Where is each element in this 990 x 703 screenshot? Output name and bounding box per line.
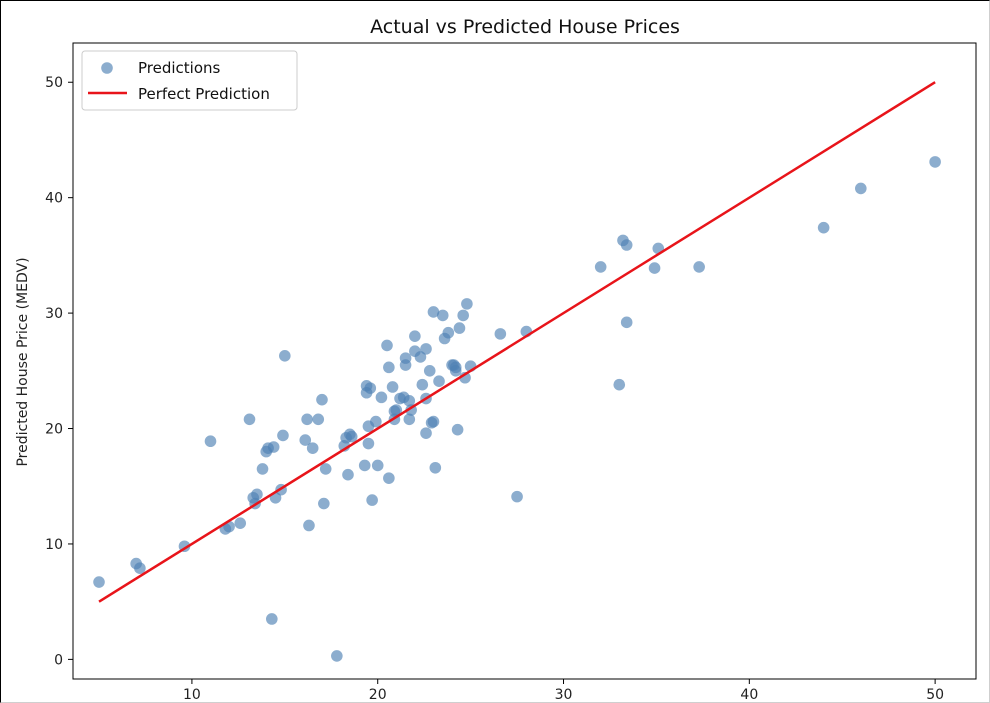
y-tick-label: 10	[45, 537, 63, 553]
y-tick-label: 0	[54, 652, 63, 668]
perfect-prediction-line	[98, 81, 936, 603]
prediction-point	[461, 298, 473, 310]
prediction-point	[414, 351, 427, 363]
prediction-point	[306, 442, 319, 454]
prediction-point	[277, 429, 289, 442]
x-tick-label: 50	[926, 687, 944, 703]
y-tick-label: 50	[45, 75, 63, 91]
y-tick-label: 30	[45, 306, 63, 322]
prediction-point	[494, 328, 507, 340]
prediction-point	[342, 468, 354, 481]
prediction-point	[442, 326, 455, 339]
prediction-point	[613, 378, 626, 391]
prediction-point	[427, 415, 440, 428]
prediction-point	[390, 404, 403, 416]
prediction-point	[399, 352, 412, 364]
prediction-point	[620, 316, 633, 329]
prediction-point	[403, 413, 416, 426]
prediction-point	[370, 415, 382, 428]
prediction-point	[375, 391, 388, 404]
prediction-point	[420, 427, 432, 439]
prediction-point	[279, 350, 291, 362]
prediction-point	[449, 365, 462, 377]
prediction-point	[457, 309, 469, 322]
prediction-point	[358, 459, 371, 472]
prediction-point	[319, 463, 332, 475]
x-tick-label: 30	[555, 687, 573, 703]
y-axis-label: Predicted House Price (MEDV)	[15, 257, 31, 466]
prediction-point	[318, 497, 330, 510]
legend-label-perfect-prediction: Perfect Prediction	[138, 85, 270, 103]
prediction-point	[303, 519, 315, 532]
prediction-point	[256, 463, 269, 475]
prediction-point	[93, 576, 105, 588]
prediction-point	[436, 309, 449, 322]
legend-label-predictions: Predictions	[138, 59, 221, 77]
x-tick-label: 40	[740, 687, 758, 703]
prediction-point	[386, 381, 399, 393]
y-axis-ticks: 0 10 20 30 40 50	[45, 75, 73, 668]
prediction-point	[299, 434, 312, 446]
prediction-point	[429, 461, 442, 474]
prediction-point	[427, 306, 440, 318]
prediction-point	[403, 395, 416, 407]
prediction-point	[366, 494, 378, 506]
prediction-point	[316, 393, 328, 406]
prediction-point	[243, 413, 256, 426]
prediction-point	[331, 650, 343, 662]
prediction-point	[594, 261, 607, 273]
prediction-point	[312, 413, 325, 426]
legend: Predictions Perfect Prediction	[81, 50, 298, 111]
prediction-point	[433, 375, 445, 387]
plot-area	[72, 42, 977, 680]
prediction-point	[423, 365, 436, 377]
prediction-point	[345, 430, 358, 443]
prediction-point	[381, 339, 393, 352]
prediction-point	[929, 156, 941, 168]
legend-box	[81, 50, 298, 111]
prediction-point	[416, 378, 429, 391]
legend-marker-predictions	[101, 62, 113, 74]
y-tick-label: 40	[45, 191, 63, 207]
prediction-point	[364, 382, 377, 394]
prediction-point	[693, 261, 705, 273]
prediction-point	[267, 441, 280, 453]
prediction-point	[511, 490, 523, 503]
prediction-point	[134, 562, 146, 574]
prediction-point	[301, 413, 313, 426]
perfect-prediction-line-layer	[98, 81, 936, 603]
prediction-point	[383, 361, 395, 374]
x-tick-label: 20	[369, 687, 387, 703]
prediction-point	[383, 472, 395, 484]
prediction-point	[451, 423, 464, 436]
prediction-point	[204, 435, 217, 448]
prediction-point	[817, 221, 830, 234]
prediction-point	[855, 182, 867, 195]
prediction-point	[648, 262, 661, 274]
prediction-point	[251, 488, 263, 501]
x-axis-ticks: 10 20 30 40 50	[183, 679, 944, 703]
y-tick-label: 20	[45, 422, 63, 438]
prediction-point	[453, 322, 466, 334]
prediction-point	[371, 459, 384, 472]
prediction-point	[420, 343, 432, 355]
x-tick-label: 10	[183, 687, 201, 703]
chart-title: Actual vs Predicted House Prices	[370, 16, 680, 38]
prediction-point	[266, 613, 278, 625]
prediction-point	[234, 517, 247, 529]
prediction-point	[409, 330, 421, 342]
prediction-point	[362, 437, 375, 450]
prediction-point	[620, 239, 633, 251]
